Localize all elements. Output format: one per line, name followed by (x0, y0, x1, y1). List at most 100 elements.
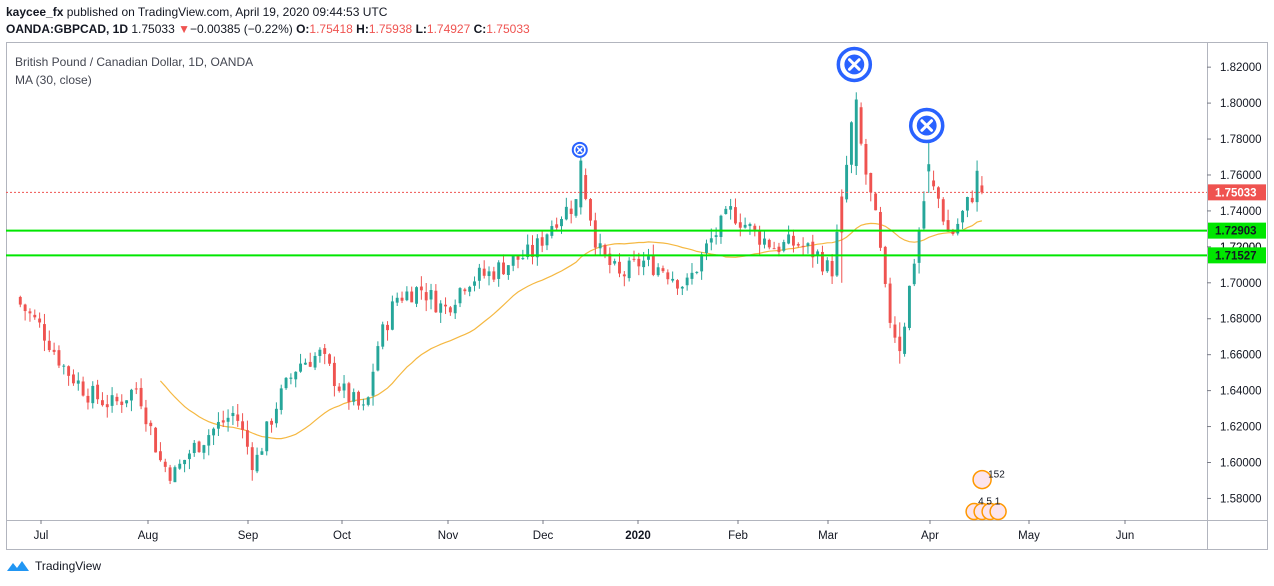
candle[interactable] (869, 172, 873, 202)
candle[interactable] (100, 392, 104, 407)
candle[interactable] (772, 241, 776, 250)
candle[interactable] (284, 376, 288, 390)
candle[interactable] (709, 228, 713, 251)
candle[interactable] (52, 342, 56, 355)
candle[interactable] (381, 321, 385, 350)
candle[interactable] (221, 410, 225, 427)
current-price-tag[interactable] (1208, 184, 1266, 201)
candle[interactable] (840, 189, 844, 283)
candle[interactable] (685, 273, 689, 291)
candle[interactable] (506, 265, 510, 280)
candle[interactable] (158, 442, 162, 462)
candle[interactable] (763, 230, 766, 249)
candle[interactable] (540, 231, 544, 253)
time-axis[interactable]: Jul Aug Sep Oct Nov Dec 2020 Feb Mar Apr May Jun (34, 520, 1135, 542)
ma-30-line[interactable] (159, 220, 983, 440)
event-badge[interactable]: 152 (972, 470, 1005, 490)
candle[interactable] (932, 170, 936, 191)
candle[interactable] (497, 260, 501, 287)
candle[interactable] (719, 214, 723, 244)
candle[interactable] (767, 238, 771, 250)
candle[interactable] (81, 376, 85, 397)
candle[interactable] (936, 186, 940, 209)
candle[interactable] (28, 308, 32, 322)
candle[interactable] (579, 148, 583, 215)
candle[interactable] (250, 442, 254, 481)
candle[interactable] (134, 382, 138, 395)
candle[interactable] (294, 371, 298, 388)
candle[interactable] (313, 352, 317, 371)
candle[interactable] (231, 406, 235, 426)
candle[interactable] (173, 465, 177, 483)
candle[interactable] (458, 287, 462, 308)
candle[interactable] (139, 378, 143, 410)
candle[interactable] (598, 233, 602, 256)
candle[interactable] (917, 227, 921, 274)
candle[interactable] (613, 258, 617, 266)
candle[interactable] (308, 352, 312, 368)
candle[interactable] (555, 217, 559, 231)
candle[interactable] (584, 168, 588, 201)
plot-area[interactable]: 152 4 5 1 (6, 46, 1207, 521)
candle[interactable] (429, 283, 433, 310)
candle[interactable] (564, 197, 568, 221)
candle[interactable] (303, 358, 307, 365)
candle[interactable] (835, 224, 839, 277)
candle[interactable] (212, 427, 216, 446)
candle[interactable] (830, 254, 834, 284)
candle[interactable] (883, 245, 887, 288)
candle[interactable] (376, 341, 380, 372)
candle[interactable] (202, 444, 206, 460)
level-price-tag[interactable] (1208, 222, 1266, 239)
candle[interactable] (149, 420, 153, 436)
chart-frame[interactable]: 152 4 5 1 1.58000 1.60000 1.62000 1.64000 1.6… (6, 42, 1268, 550)
candle[interactable] (907, 285, 911, 331)
candle[interactable] (71, 369, 75, 386)
x-circle-marker-icon[interactable] (908, 107, 945, 144)
candle[interactable] (637, 252, 641, 276)
candle[interactable] (796, 242, 800, 248)
candle[interactable] (62, 364, 66, 375)
candle[interactable] (279, 384, 283, 415)
candle[interactable] (748, 222, 752, 235)
candle[interactable] (864, 138, 868, 185)
candle[interactable] (502, 254, 505, 275)
brand-name[interactable]: TradingView (35, 559, 102, 573)
candle[interactable] (970, 190, 974, 204)
candle[interactable] (661, 265, 665, 273)
candle[interactable] (777, 242, 781, 257)
event-badge[interactable]: 4 5 1 (965, 497, 1007, 521)
candle[interactable] (806, 242, 810, 254)
candle[interactable] (792, 229, 795, 253)
candle[interactable] (627, 257, 631, 282)
candle[interactable] (492, 266, 496, 283)
candle[interactable] (787, 225, 791, 245)
candle[interactable] (463, 287, 467, 295)
candle[interactable] (178, 459, 182, 470)
candle[interactable] (168, 464, 172, 485)
candle[interactable] (192, 440, 196, 457)
candle[interactable] (849, 121, 853, 174)
candle[interactable] (405, 286, 409, 302)
candle[interactable] (589, 198, 592, 226)
candle[interactable] (105, 394, 109, 418)
candle[interactable] (574, 198, 578, 218)
candle[interactable] (511, 255, 515, 272)
candle[interactable] (482, 260, 486, 279)
candle[interactable] (734, 198, 737, 225)
candle[interactable] (927, 137, 931, 193)
candle[interactable] (154, 426, 158, 453)
candle[interactable] (43, 313, 46, 352)
candle[interactable] (23, 303, 27, 321)
candle[interactable] (618, 253, 621, 278)
candle[interactable] (820, 245, 824, 276)
candle[interactable] (903, 322, 907, 357)
candle[interactable] (487, 266, 491, 286)
candle[interactable] (129, 388, 133, 412)
candle[interactable] (260, 447, 264, 455)
price-axis[interactable]: 1.58000 1.60000 1.62000 1.64000 1.66000 1.680… (1207, 62, 1266, 505)
candle[interactable] (241, 413, 245, 439)
candle[interactable] (115, 393, 119, 406)
candle[interactable] (38, 312, 42, 328)
candle[interactable] (695, 271, 699, 275)
